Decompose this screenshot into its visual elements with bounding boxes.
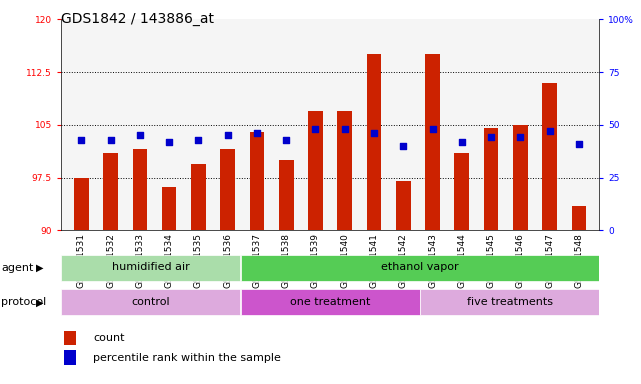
Text: humidified air: humidified air [112,262,190,272]
Point [486,134,496,141]
Bar [103,153,118,230]
Text: control: control [131,297,170,307]
Bar [64,331,76,346]
Point [544,128,554,134]
Bar [133,149,147,230]
Bar [61,290,240,315]
Text: ▶: ▶ [36,263,44,273]
Bar [191,164,206,230]
Point [76,137,87,143]
Bar [221,149,235,230]
Text: percentile rank within the sample: percentile rank within the sample [94,353,281,363]
Point [281,137,292,143]
Text: protocol: protocol [1,297,47,308]
Point [135,132,145,139]
Text: ethanol vapor: ethanol vapor [381,262,459,272]
Point [310,126,320,132]
Text: agent: agent [1,263,34,273]
Bar [484,128,499,230]
Point [252,130,262,136]
Point [106,137,116,143]
Bar [425,55,440,230]
Point [340,126,350,132]
Point [194,137,204,143]
Bar [249,132,264,230]
Bar [61,255,240,281]
Bar [367,55,381,230]
Bar [513,125,528,230]
Bar [162,187,176,230]
Text: five treatments: five treatments [467,297,553,307]
Bar [240,290,420,315]
Text: ▶: ▶ [36,297,44,308]
Point [574,141,584,147]
Point [164,139,174,145]
Point [515,134,526,141]
Point [398,143,408,149]
Bar [279,160,294,230]
Bar [396,181,411,230]
Bar [542,83,557,230]
Bar [74,177,88,230]
Text: one treatment: one treatment [290,297,370,307]
Bar [337,111,352,230]
Bar [64,351,76,365]
Point [456,139,467,145]
Point [369,130,379,136]
Bar [420,290,599,315]
Point [222,132,233,139]
Bar [308,111,323,230]
Point [428,126,438,132]
Bar [454,153,469,230]
Text: count: count [94,333,125,343]
Bar [572,206,586,230]
Bar [240,255,599,281]
Text: GDS1842 / 143886_at: GDS1842 / 143886_at [61,12,214,25]
